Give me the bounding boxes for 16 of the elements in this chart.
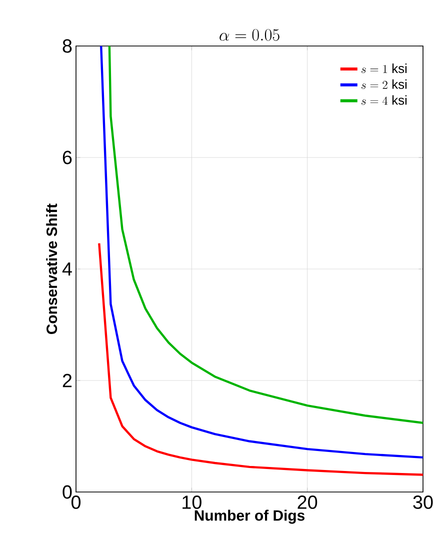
- x-tick-label: 10: [182, 496, 202, 509]
- y-tick-label: 8: [62, 39, 72, 53]
- x-tick-label: 30: [413, 496, 433, 509]
- x-axis-title: Number of Digs: [194, 510, 304, 524]
- chart-title: $\alpha = 0.05$: [220, 29, 280, 41]
- legend-label: $s = 2~\mathrm{ksi}$: [361, 79, 407, 89]
- y-tick-label: 4: [62, 262, 72, 276]
- y-tick-label: 6: [62, 150, 72, 164]
- legend-label: $s = 1~\mathrm{ksi}$: [361, 64, 407, 74]
- y-tick-label: 0: [62, 485, 72, 499]
- y-tick-label: 2: [62, 374, 72, 388]
- y-axis-title: Conservative Shift: [46, 204, 58, 334]
- x-tick-label: 0: [71, 496, 81, 509]
- line-series: [98, 242, 424, 476]
- x-tick-label: 20: [298, 496, 318, 509]
- legend-label: $s = 4~\mathrm{ksi}$: [361, 95, 407, 105]
